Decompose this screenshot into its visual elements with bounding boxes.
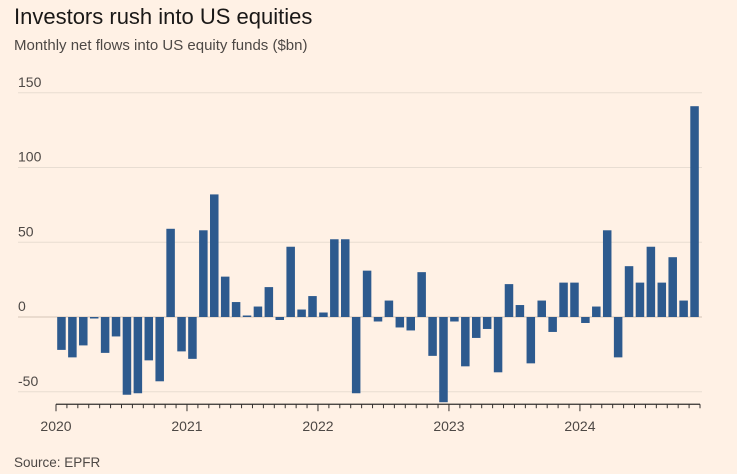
bar — [362, 270, 372, 317]
bar — [537, 300, 546, 317]
bar — [559, 282, 568, 317]
bar — [624, 266, 634, 317]
bar — [461, 317, 470, 367]
bar — [657, 282, 667, 317]
y-tick-label: 50 — [18, 223, 34, 239]
x-tick-label: 2024 — [564, 418, 595, 434]
bar — [100, 317, 110, 353]
bar — [482, 317, 492, 329]
bar — [406, 317, 415, 331]
bar — [220, 276, 230, 317]
bar — [68, 317, 77, 358]
bar — [439, 317, 448, 403]
bar — [308, 296, 317, 317]
bar — [297, 309, 306, 317]
bar — [679, 300, 688, 317]
bar — [592, 306, 601, 317]
bar — [526, 317, 536, 364]
bar — [351, 317, 361, 394]
y-tick-label: -50 — [18, 373, 38, 389]
x-tick-label: 2021 — [171, 418, 202, 434]
y-tick-label: 100 — [18, 149, 42, 165]
bar — [428, 317, 437, 356]
bar — [548, 317, 557, 332]
bar — [111, 317, 121, 337]
bar — [319, 312, 328, 317]
bars — [57, 106, 699, 403]
bar — [602, 230, 612, 317]
bar — [450, 317, 459, 322]
bar — [89, 317, 99, 319]
x-axis: 2020 2021 2022 2023 2024 — [40, 403, 701, 434]
bar — [210, 194, 219, 317]
bar — [286, 246, 295, 317]
bar — [504, 284, 514, 317]
bar — [166, 228, 175, 317]
bar — [330, 239, 339, 317]
chart-title: Investors rush into US equities — [14, 4, 313, 29]
x-tick-label: 2020 — [40, 418, 71, 434]
bar — [188, 317, 197, 359]
bar — [690, 106, 699, 317]
bar — [155, 317, 164, 382]
x-tick-label: 2023 — [433, 418, 464, 434]
bar — [471, 317, 481, 338]
bar — [144, 317, 154, 361]
bar — [231, 302, 241, 317]
bar — [264, 287, 274, 317]
y-tick-label: 0 — [18, 298, 26, 314]
bar — [133, 317, 143, 394]
bar — [417, 272, 426, 317]
bar — [57, 317, 66, 350]
bar — [581, 317, 590, 323]
bar — [373, 317, 383, 322]
chart-source: Source: EPFR — [14, 455, 101, 470]
bar — [199, 230, 208, 317]
bar — [493, 317, 503, 373]
bar — [275, 317, 285, 320]
bar — [515, 305, 525, 317]
bar — [122, 317, 132, 395]
bar — [384, 300, 394, 317]
bar — [177, 317, 186, 352]
bar — [395, 317, 405, 328]
y-tick-label: 150 — [18, 74, 42, 90]
bar — [242, 315, 252, 317]
bar — [646, 246, 656, 317]
bar — [570, 282, 579, 317]
bar — [635, 282, 645, 317]
bar — [79, 317, 88, 346]
y-axis-labels: -50 0 50 100 150 — [18, 74, 42, 389]
bar — [341, 239, 350, 317]
chart-subtitle: Monthly net flows into US equity funds (… — [14, 37, 308, 54]
bar — [613, 317, 623, 358]
x-tick-label: 2022 — [302, 418, 333, 434]
bar — [668, 257, 677, 317]
bar — [253, 306, 263, 317]
